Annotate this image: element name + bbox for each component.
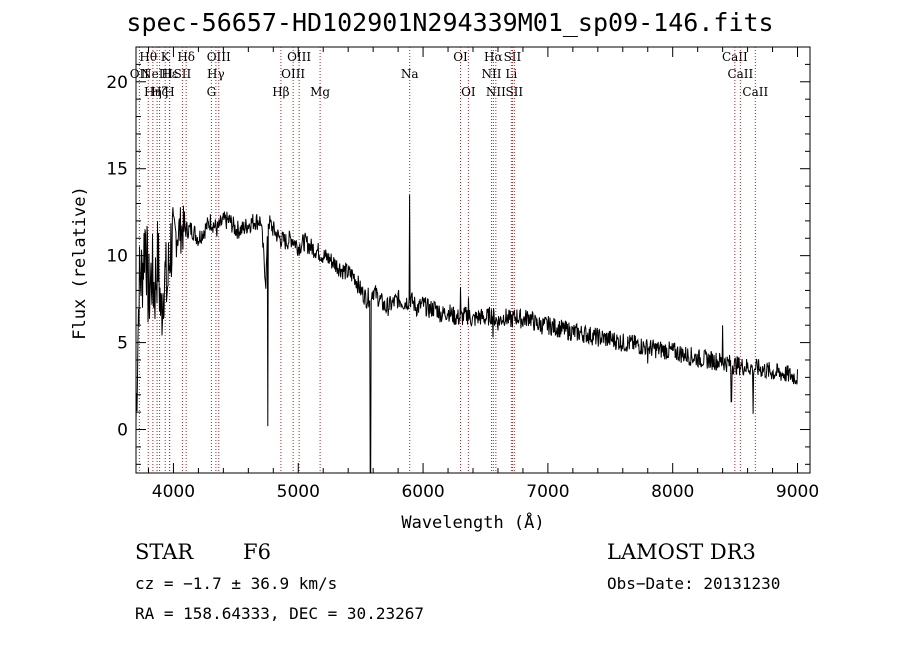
line-marker-label-5: K xyxy=(161,50,171,64)
line-marker-label-12: OIII xyxy=(207,50,231,64)
x-tick-label-4: 8000 xyxy=(651,482,694,502)
line-marker-label-14: OIII xyxy=(281,67,305,81)
line-marker-label-7: Hε xyxy=(161,67,178,81)
line-marker-label-22: NII xyxy=(486,85,506,99)
line-marker-label-17: Na xyxy=(401,67,419,81)
line-marker-label-18: OI xyxy=(453,50,468,64)
y-tick-label-3: 15 xyxy=(106,160,128,180)
x-tick-label-1: 5000 xyxy=(277,482,320,502)
line-marker-label-26: CaII xyxy=(722,50,748,64)
line-marker-label-0: OII xyxy=(130,67,150,81)
line-marker-label-21: Hα xyxy=(484,50,503,64)
x-tick-label-3: 7000 xyxy=(526,482,569,502)
line-marker-label-16: Mg xyxy=(310,85,330,99)
x-tick-label-5: 9000 xyxy=(776,482,819,502)
observation-date: Obs−Date: 20131230 xyxy=(607,574,781,593)
line-marker-label-15: OIII xyxy=(287,50,311,64)
x-axis-label: Wavelength (Å) xyxy=(401,511,544,533)
y-tick-label-1: 5 xyxy=(117,334,128,354)
chart-title: spec-56657-HD102901N294339M01_sp09-146.f… xyxy=(126,8,774,37)
y-axis-label: Flux (relative) xyxy=(70,186,90,340)
redshift-readout: cz = −1.7 ± 36.9 km/s xyxy=(135,574,338,593)
line-marker-label-25: SII xyxy=(505,85,523,99)
line-marker-label-28: CaII xyxy=(742,85,768,99)
y-tick-label-2: 10 xyxy=(106,247,128,267)
x-tick-label-2: 6000 xyxy=(401,482,444,502)
coordinates-readout: RA = 158.64333, DEC = 30.23267 xyxy=(135,604,424,623)
spectrum-line xyxy=(135,194,798,474)
line-marker-label-20: NII xyxy=(481,67,501,81)
y-tick-label-0: 0 xyxy=(117,421,128,441)
line-marker-label-8: SII xyxy=(174,67,192,81)
plot-frame xyxy=(135,46,811,474)
line-marker-label-13: Hβ xyxy=(272,85,289,99)
object-subclass: F6 xyxy=(243,540,271,564)
line-marker-label-1: Hθ xyxy=(139,50,157,64)
line-marker-label-27: CaII xyxy=(727,67,753,81)
x-tick-label-0: 4000 xyxy=(152,482,195,502)
survey-release: LAMOST DR3 xyxy=(607,540,756,564)
line-marker-label-4: Hζ xyxy=(151,85,168,99)
line-marker-label-23: Li xyxy=(505,67,517,81)
line-marker-label-19: OI xyxy=(461,85,476,99)
line-marker-label-9: Hδ xyxy=(177,50,195,64)
line-marker-label-11: Hγ xyxy=(207,67,225,81)
y-tick-label-4: 20 xyxy=(106,73,128,93)
line-marker-label-10: G xyxy=(207,85,217,99)
line-marker-label-24: SII xyxy=(504,50,522,64)
object-class: STAR xyxy=(135,540,194,564)
